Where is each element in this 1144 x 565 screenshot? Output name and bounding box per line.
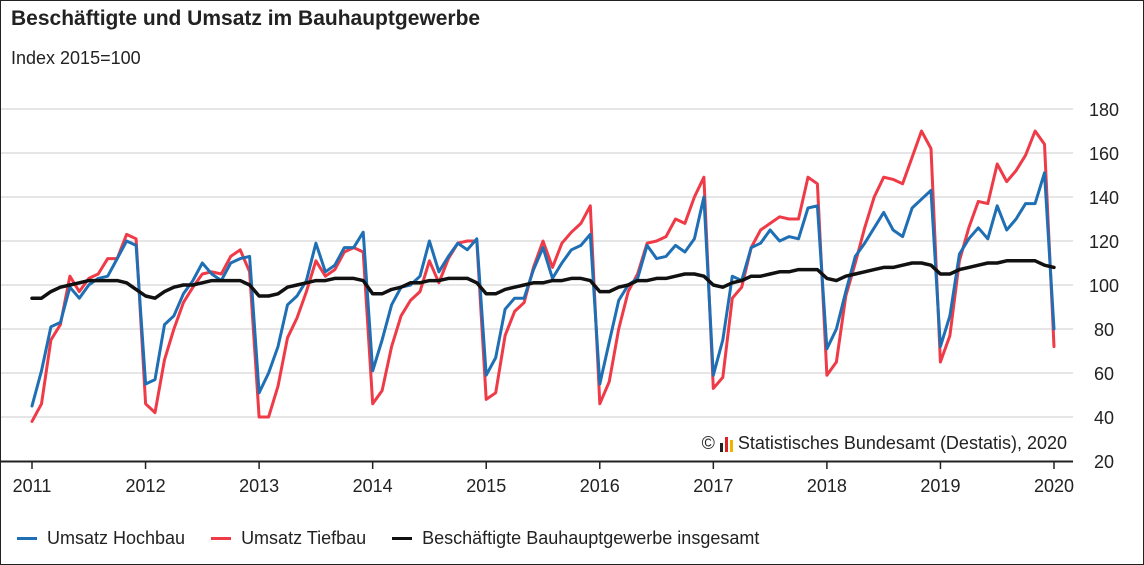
- legend-label-beschaeftigte: Beschäftigte Bauhauptgewerbe insgesamt: [422, 527, 760, 548]
- x-tick-label-2011: 2011: [13, 476, 52, 496]
- destatis-logo-icon: [719, 436, 733, 452]
- x-tick-label-2017: 2017: [693, 476, 733, 496]
- y-tick-label-120: 120: [1089, 232, 1119, 252]
- y-axis-tick-labels: 20 40 60 80 100 120 140 160 180: [1089, 100, 1119, 472]
- legend-item-beschaeftigte: Beschäftigte Bauhauptgewerbe insgesamt: [392, 528, 759, 549]
- series-lines: [30, 129, 1056, 423]
- legend-swatch-tiefbau: [211, 536, 232, 540]
- copyright-symbol: ©: [701, 433, 715, 453]
- y-tick-label-180: 180: [1089, 100, 1119, 120]
- series-line-tiefbau: [30, 129, 1056, 423]
- y-tick-label-100: 100: [1089, 276, 1119, 296]
- legend-item-hochbau: Umsatz Hochbau: [17, 528, 185, 549]
- x-tick-label-2020: 2020: [1034, 476, 1074, 496]
- legend-item-tiefbau: Umsatz Tiefbau: [211, 528, 366, 549]
- y-tick-label-20: 20: [1094, 452, 1114, 472]
- y-tick-label-140: 140: [1089, 188, 1119, 208]
- x-axis-tick-labels: 2011 2012 2013 2014 2015 2016 2017 2018 2019 2020: [13, 476, 1074, 496]
- legend-label-hochbau: Umsatz Hochbau: [47, 527, 186, 548]
- legend-swatch-hochbau: [17, 536, 37, 540]
- y-tick-label-160: 160: [1089, 144, 1119, 164]
- series-line-hochbau: [30, 171, 1056, 408]
- x-tick-label-2019: 2019: [920, 476, 960, 496]
- copyright-text: Statistisches Bundesamt (Destatis), 2020: [737, 433, 1067, 453]
- y-tick-label-60: 60: [1094, 364, 1114, 384]
- legend-swatch-beschaeftigte: [392, 536, 413, 540]
- legend: Umsatz Hochbau Umsatz Tiefbau Beschäftig…: [17, 526, 759, 550]
- series-line-beschaeftigte: [30, 259, 1056, 300]
- x-tick-label-2018: 2018: [807, 476, 847, 496]
- copyright-notice: © Statistisches Bundesamt (Destatis), 20…: [699, 433, 1069, 454]
- x-tick-label-2015: 2015: [466, 476, 506, 496]
- chart-title: Beschäftigte und Umsatz im Bauhauptgewer…: [11, 7, 481, 30]
- x-tick-label-2014: 2014: [353, 476, 393, 496]
- y-tick-label-40: 40: [1094, 408, 1114, 428]
- legend-label-tiefbau: Umsatz Tiefbau: [241, 527, 367, 548]
- x-tick-label-2012: 2012: [126, 476, 166, 496]
- chart-subtitle: Index 2015=100: [11, 48, 141, 68]
- y-tick-label-80: 80: [1094, 320, 1114, 340]
- x-tick-label-2016: 2016: [580, 476, 620, 496]
- x-tick-label-2013: 2013: [239, 476, 279, 496]
- gridlines: [1, 108, 1073, 418]
- x-axis: [1, 460, 1073, 469]
